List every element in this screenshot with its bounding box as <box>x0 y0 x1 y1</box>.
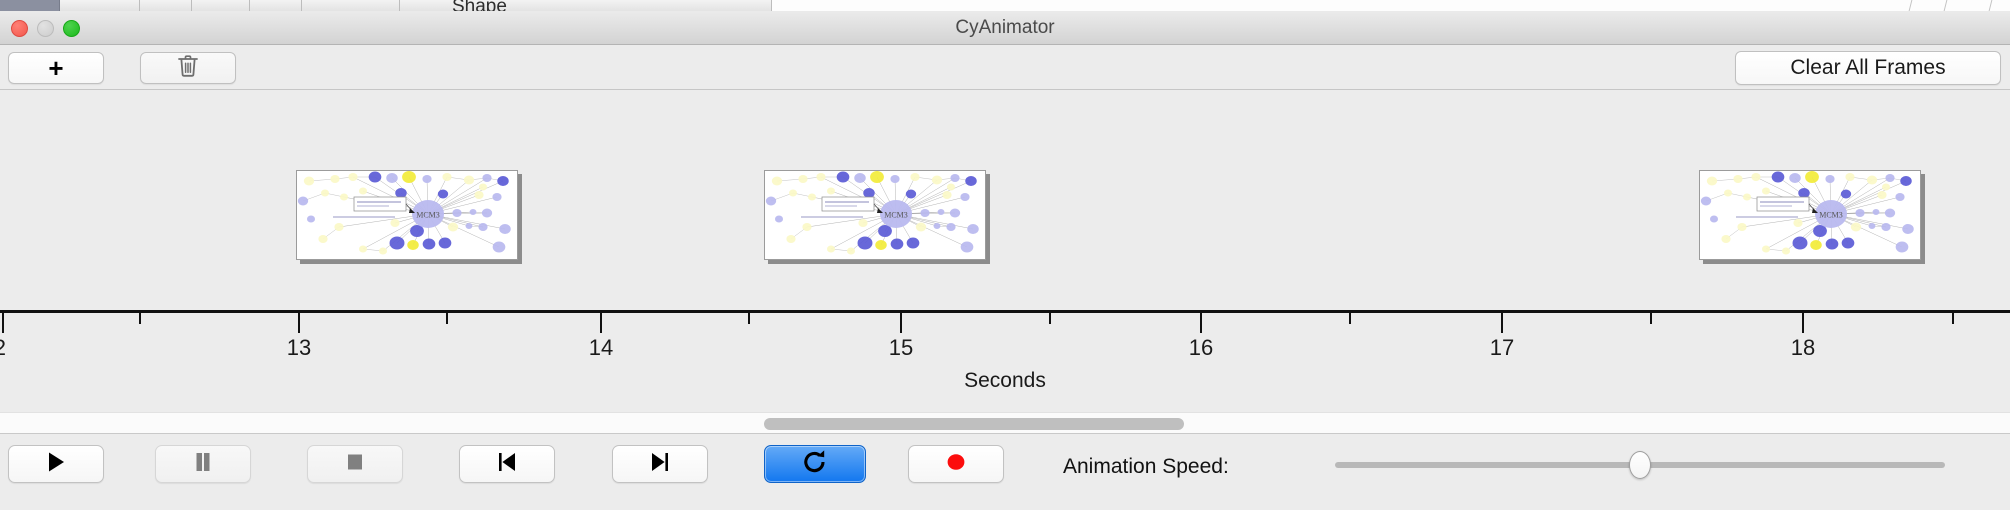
clear-all-frames-label: Clear All Frames <box>1790 56 1946 79</box>
ruler-axis-title: Seconds <box>964 369 1046 392</box>
plus-icon: + <box>48 53 64 83</box>
loop-icon <box>801 448 829 481</box>
frame-toolbar: + Clear All Frames <box>0 45 2010 90</box>
ruler-tick-major <box>600 313 602 333</box>
stop-button <box>307 445 403 483</box>
skip-start-button[interactable] <box>459 445 555 483</box>
svg-text:MCM3: MCM3 <box>416 211 440 220</box>
ruler-tick-label: 17 <box>1489 335 1515 360</box>
ruler-baseline <box>0 310 2010 313</box>
ruler-tick-label: 2 <box>0 335 6 361</box>
animation-speed-slider-thumb[interactable] <box>1629 451 1651 479</box>
ruler-tick-label: 18 <box>1790 335 1816 360</box>
timeline-frame-thumbnail[interactable]: MCM3 <box>1699 170 1921 260</box>
ruler-tick-minor <box>1349 313 1351 324</box>
pause-icon <box>190 449 216 480</box>
title-bar: CyAnimator <box>0 11 2010 45</box>
background-slant <box>1988 0 2006 11</box>
background-slant <box>1908 0 1926 11</box>
background-window-label: Shape <box>452 0 507 11</box>
background-tab <box>192 0 250 11</box>
ruler-tick-minor <box>1049 313 1051 324</box>
maximize-button[interactable] <box>63 20 80 37</box>
ruler-tick-major <box>298 313 300 333</box>
close-button[interactable] <box>11 20 28 37</box>
timeline-frame-thumbnail[interactable]: MCM3 <box>296 170 518 260</box>
ruler-tick-major <box>900 313 902 333</box>
ruler-tick-major <box>1501 313 1503 333</box>
add-frame-button[interactable]: + <box>8 52 104 84</box>
background-tab <box>302 0 400 11</box>
background-tab <box>140 0 192 11</box>
stop-icon <box>342 449 368 480</box>
playback-controls: Animation Speed: <box>0 435 2010 510</box>
background-slant <box>1943 0 1961 11</box>
ruler-tick-minor <box>446 313 448 324</box>
background-tab-selected <box>0 0 60 11</box>
ruler-tick-major <box>1802 313 1804 333</box>
background-tab <box>400 0 772 11</box>
minimize-button[interactable] <box>37 20 54 37</box>
animation-speed-label: Animation Speed: <box>1063 455 1229 478</box>
background-tab <box>250 0 302 11</box>
skip-to-start-icon <box>494 449 520 480</box>
trash-icon <box>176 53 200 84</box>
svg-text:MCM3: MCM3 <box>884 211 908 220</box>
timeline-frame-thumbnail[interactable]: MCM3 <box>764 170 986 260</box>
background-window-strip: Shape <box>0 0 2010 11</box>
ruler-tick-minor <box>139 313 141 324</box>
window-controls <box>11 20 80 37</box>
delete-frame-button[interactable] <box>140 52 236 84</box>
time-ruler: Seconds 2 13 14 15 16 17 18 <box>0 310 2010 405</box>
ruler-tick-label: 13 <box>286 335 312 360</box>
timeline-scrollbar-thumb[interactable] <box>764 418 1184 430</box>
ruler-tick-minor <box>1650 313 1652 324</box>
ruler-tick-minor <box>748 313 750 324</box>
ruler-tick-label: 14 <box>588 335 614 360</box>
ruler-tick-label: 15 <box>888 335 914 360</box>
window-title: CyAnimator <box>955 17 1055 38</box>
animation-speed-slider[interactable] <box>1335 451 1945 479</box>
record-button[interactable] <box>908 445 1004 483</box>
skip-to-end-icon <box>647 449 673 480</box>
play-icon <box>43 449 69 480</box>
pause-button <box>155 445 251 483</box>
ruler-tick-major <box>1200 313 1202 333</box>
timeline-scrollbar[interactable] <box>0 412 2010 434</box>
clear-all-frames-button[interactable]: Clear All Frames <box>1735 51 2001 85</box>
play-button[interactable] <box>8 445 104 483</box>
record-icon <box>943 449 969 480</box>
svg-text:MCM3: MCM3 <box>1819 211 1843 220</box>
loop-button[interactable] <box>764 445 866 483</box>
timeline-track[interactable]: MCM3 MCM3 MCM3 <box>0 90 2010 320</box>
ruler-tick-minor <box>1952 313 1954 324</box>
ruler-tick-major <box>2 313 4 333</box>
ruler-tick-label: 16 <box>1188 335 1214 360</box>
skip-end-button[interactable] <box>612 445 708 483</box>
background-tab <box>60 0 140 11</box>
